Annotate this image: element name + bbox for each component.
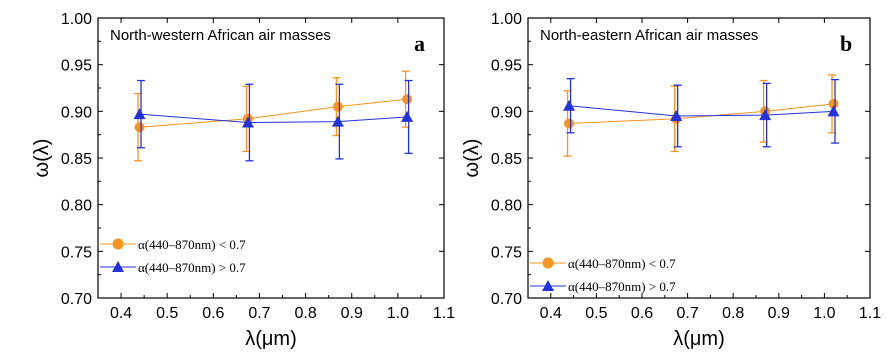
y-tick-label: 0.90	[61, 104, 92, 121]
data-point-circle	[828, 98, 839, 109]
x-tick-label: 0.7	[676, 305, 698, 322]
y-tick-label: 0.75	[491, 244, 522, 261]
panel-letter: b	[840, 31, 852, 56]
legend-label: α(440–870nm) > 0.7	[568, 279, 676, 294]
legend-label: α(440–870nm) > 0.7	[138, 260, 246, 275]
x-tick-label: 0.8	[722, 305, 744, 322]
x-tick-label: 0.4	[110, 305, 132, 322]
legend-marker-circle	[112, 238, 124, 250]
data-point-circle	[402, 94, 413, 105]
series-line	[568, 105, 834, 117]
x-tick-label: 0.5	[585, 305, 607, 322]
series-line	[139, 113, 408, 124]
x-tick-label: 1.0	[387, 305, 409, 322]
y-tick-label: 0.85	[61, 151, 92, 168]
data-point-triangle	[563, 99, 576, 111]
y-tick-label: 0.85	[491, 151, 522, 168]
panel-b: 0.4 0.5 0.6 0.7 0.8 0.9 1.0 1.1 0.70 0.75 0.80 0.85…	[461, 11, 881, 350]
y-tick-label: 0.95	[491, 58, 522, 75]
legend-label: α(440–870nm) < 0.7	[138, 237, 246, 252]
x-tick-label: 0.9	[341, 305, 363, 322]
y-tick-label: 0.90	[491, 104, 522, 121]
y-tick-label: 1.00	[491, 11, 522, 28]
data-point-circle	[564, 118, 575, 129]
y-tick-label: 1.00	[61, 11, 92, 28]
data-point-triangle	[331, 115, 344, 127]
panel-annotation: North-western African air masses	[110, 27, 331, 44]
y-axis-label: ω(λ)	[31, 139, 53, 178]
x-axis-label: λ(μm)	[245, 328, 297, 350]
data-point-circle	[134, 122, 145, 133]
y-tick-label: 0.75	[61, 244, 92, 261]
series-low-alpha	[134, 70, 413, 162]
x-tick-label: 0.8	[294, 305, 316, 322]
x-tick-label: 1.0	[813, 305, 835, 322]
x-tick-label: 0.6	[631, 305, 653, 322]
series-high-alpha	[133, 79, 414, 162]
x-axis-label: λ(μm)	[673, 328, 725, 350]
data-point-triangle	[401, 110, 414, 122]
x-tick-label: 0.7	[248, 305, 270, 322]
legend-marker-triangle	[542, 280, 554, 291]
series-high-alpha	[563, 78, 840, 148]
y-tick-label: 0.80	[61, 198, 92, 215]
legend-marker-circle	[542, 257, 554, 269]
panel-letter: a	[414, 31, 425, 56]
series-line	[139, 98, 408, 128]
legend-marker-triangle	[112, 261, 124, 272]
data-point-triangle	[241, 116, 254, 128]
y-axis-label: ω(λ)	[461, 139, 483, 178]
y-tick-label: 0.80	[491, 198, 522, 215]
panel-a: 0.4 0.5 0.6 0.7 0.8 0.9 1.0 1.1 0.70 0.75 0.80 0.85…	[31, 11, 455, 350]
data-point-triangle	[133, 108, 146, 120]
y-tick-label: 0.70	[61, 291, 92, 308]
plot-frame	[97, 17, 445, 299]
data-point-triangle	[670, 110, 683, 121]
x-tick-label: 0.9	[768, 305, 790, 322]
data-point-triangle	[759, 109, 772, 121]
x-tick-label: 1.1	[859, 305, 881, 322]
y-tick-label: 0.70	[491, 291, 522, 308]
panel-annotation: North-eastern African air masses	[540, 27, 758, 44]
x-tick-label: 1.1	[433, 305, 455, 322]
legend-label: α(440–870nm) < 0.7	[568, 256, 676, 271]
x-tick-label: 0.6	[202, 305, 224, 322]
data-point-triangle	[827, 105, 840, 117]
x-tick-label: 0.5	[156, 305, 178, 322]
y-tick-label: 0.95	[61, 58, 92, 75]
x-tick-label: 0.4	[540, 305, 562, 322]
data-point-circle	[332, 101, 343, 112]
